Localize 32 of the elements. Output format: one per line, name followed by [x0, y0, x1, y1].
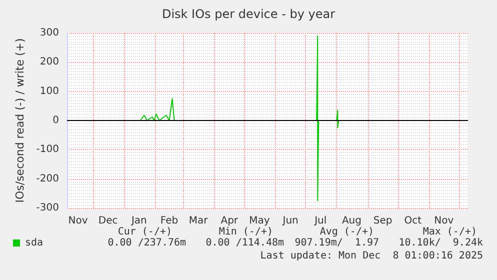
- x-tick-label: Dec: [98, 216, 118, 226]
- x-tick-label: Aug: [342, 216, 362, 226]
- y-tick-label: 0: [52, 115, 59, 126]
- x-tick-label: Jul: [314, 216, 327, 226]
- text: 0.00 /114.48m: [206, 238, 284, 248]
- text: 0.00 /237.76m: [108, 238, 186, 248]
- x-tick-label: Oct: [404, 216, 422, 226]
- text: Last update: Mon Dec 8 01:00:16 2025: [260, 250, 484, 262]
- y-tick-label: 300: [40, 28, 59, 38]
- text: 10.10k/ 9.24k: [398, 238, 484, 248]
- x-tick-label: Feb: [160, 216, 178, 226]
- x-tick-label: Jun: [282, 216, 298, 226]
- y-tick-label: -200: [36, 173, 59, 184]
- x-tick-label: Jan: [130, 216, 147, 226]
- y-tick-label: -100: [36, 144, 59, 156]
- x-tick-label: Mar: [188, 216, 209, 226]
- x-tick-label: Apr: [220, 216, 239, 226]
- y-tick-label: -300: [36, 202, 59, 214]
- y-tick-label: 200: [40, 56, 59, 68]
- x-tick-label: Nov: [68, 216, 88, 226]
- text: Cur (-/+): [118, 226, 172, 238]
- y-tick-label: 100: [40, 86, 59, 97]
- x-tick-label: Nov: [434, 216, 454, 226]
- text: Avg (-/+): [320, 226, 374, 238]
- text: 907.19m/ 1.97: [294, 238, 380, 248]
- text: Max (-/+): [422, 226, 478, 238]
- x-tick-label: Sep: [373, 216, 392, 226]
- x-tick-label: May: [249, 216, 270, 226]
- y-axis-title: IOs/second read (-) / write (+): [13, 38, 26, 203]
- legend-label: sda: [25, 238, 44, 248]
- text: Min (-/+): [218, 226, 274, 238]
- chart-title: Disk IOs per device - by year: [162, 7, 336, 21]
